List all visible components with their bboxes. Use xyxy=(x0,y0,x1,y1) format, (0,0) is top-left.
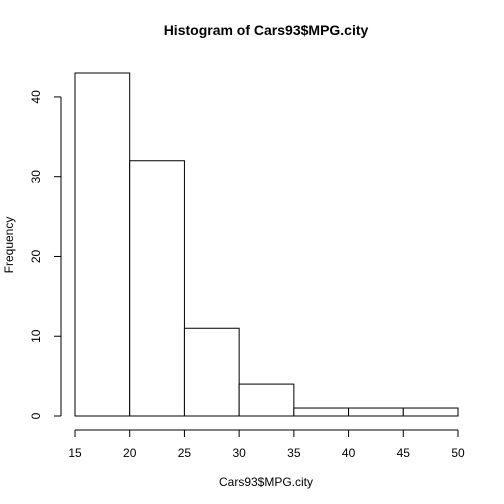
histogram-bar-35-40 xyxy=(293,407,350,417)
x-tick-label-35: 35 xyxy=(287,446,301,460)
x-tick-label-15: 15 xyxy=(68,446,82,460)
y-tick-label-0: 0 xyxy=(29,412,43,419)
y-axis-label: Frequency xyxy=(2,217,16,274)
x-tick-label-25: 25 xyxy=(178,446,192,460)
x-tick-label-50: 50 xyxy=(451,446,465,460)
bars-group xyxy=(74,72,459,417)
y-tick-label-30: 30 xyxy=(29,170,43,184)
y-tick-label-40: 40 xyxy=(29,90,43,104)
histogram-bar-45-50 xyxy=(402,407,459,417)
histogram-bar-30-35 xyxy=(238,383,295,417)
x-tick-label-45: 45 xyxy=(397,446,411,460)
x-axis: 15 20 25 30 35 40 45 50 xyxy=(68,429,465,460)
y-tick-label-20: 20 xyxy=(29,249,43,263)
x-tick-label-40: 40 xyxy=(342,446,356,460)
y-tick-label-10: 10 xyxy=(29,329,43,343)
histogram-bar-15-20 xyxy=(74,72,131,417)
histogram-bar-40-45 xyxy=(348,407,404,417)
y-axis: 0 10 20 30 40 xyxy=(29,90,62,419)
x-tick-label-20: 20 xyxy=(123,446,137,460)
chart-title: Histogram of Cars93$MPG.city xyxy=(164,22,369,38)
x-axis-label: Cars93$MPG.city xyxy=(219,475,313,489)
x-tick-label-30: 30 xyxy=(232,446,246,460)
histogram-bar-20-25 xyxy=(129,160,185,417)
histogram-bar-25-30 xyxy=(183,327,240,417)
